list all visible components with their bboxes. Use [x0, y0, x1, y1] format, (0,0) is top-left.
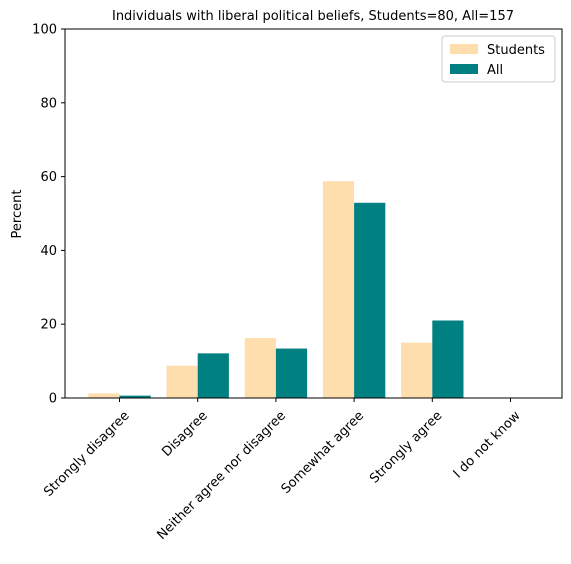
chart-title: Individuals with liberal political belie…	[112, 9, 514, 24]
y-axis-label: Percent	[10, 190, 25, 239]
plot-frame	[64, 28, 563, 399]
x-tick-label: Neither agree nor disagree	[154, 408, 288, 542]
bar-students-0	[88, 393, 120, 398]
legend: Students All	[441, 35, 556, 83]
bar-all-1	[197, 353, 229, 398]
x-tick-label: Strongly agree	[367, 408, 445, 486]
x-tick-label: I do not know	[451, 408, 524, 481]
y-tick-label: 80	[40, 96, 57, 111]
bar-students-2	[244, 338, 276, 398]
legend-swatch-all	[450, 64, 478, 74]
y-tick-label: 60	[40, 170, 57, 185]
y-tick-label: 100	[32, 23, 57, 38]
bar-all-2	[275, 348, 308, 398]
y-tick-label: 40	[40, 244, 57, 259]
y-tick-label: 20	[40, 318, 57, 333]
x-tick-label: Disagree	[159, 408, 210, 459]
bar-all-0	[119, 395, 151, 398]
bar-students-3	[322, 181, 355, 398]
y-tick-label: 0	[49, 392, 57, 407]
bar-all-4	[432, 320, 464, 398]
bar-all-3	[354, 202, 386, 398]
legend-label-all: All	[487, 63, 503, 78]
legend-swatch-students	[450, 44, 478, 54]
x-tick-label: Somewhat agree	[279, 408, 368, 497]
bar-students-4	[401, 342, 433, 398]
legend-label-students: Students	[487, 43, 545, 58]
x-tick-label: Strongly disagree	[41, 408, 132, 499]
bars	[88, 181, 464, 398]
y-axis: 0 20 40 60 80 100	[32, 23, 65, 407]
bar-students-1	[166, 365, 198, 398]
